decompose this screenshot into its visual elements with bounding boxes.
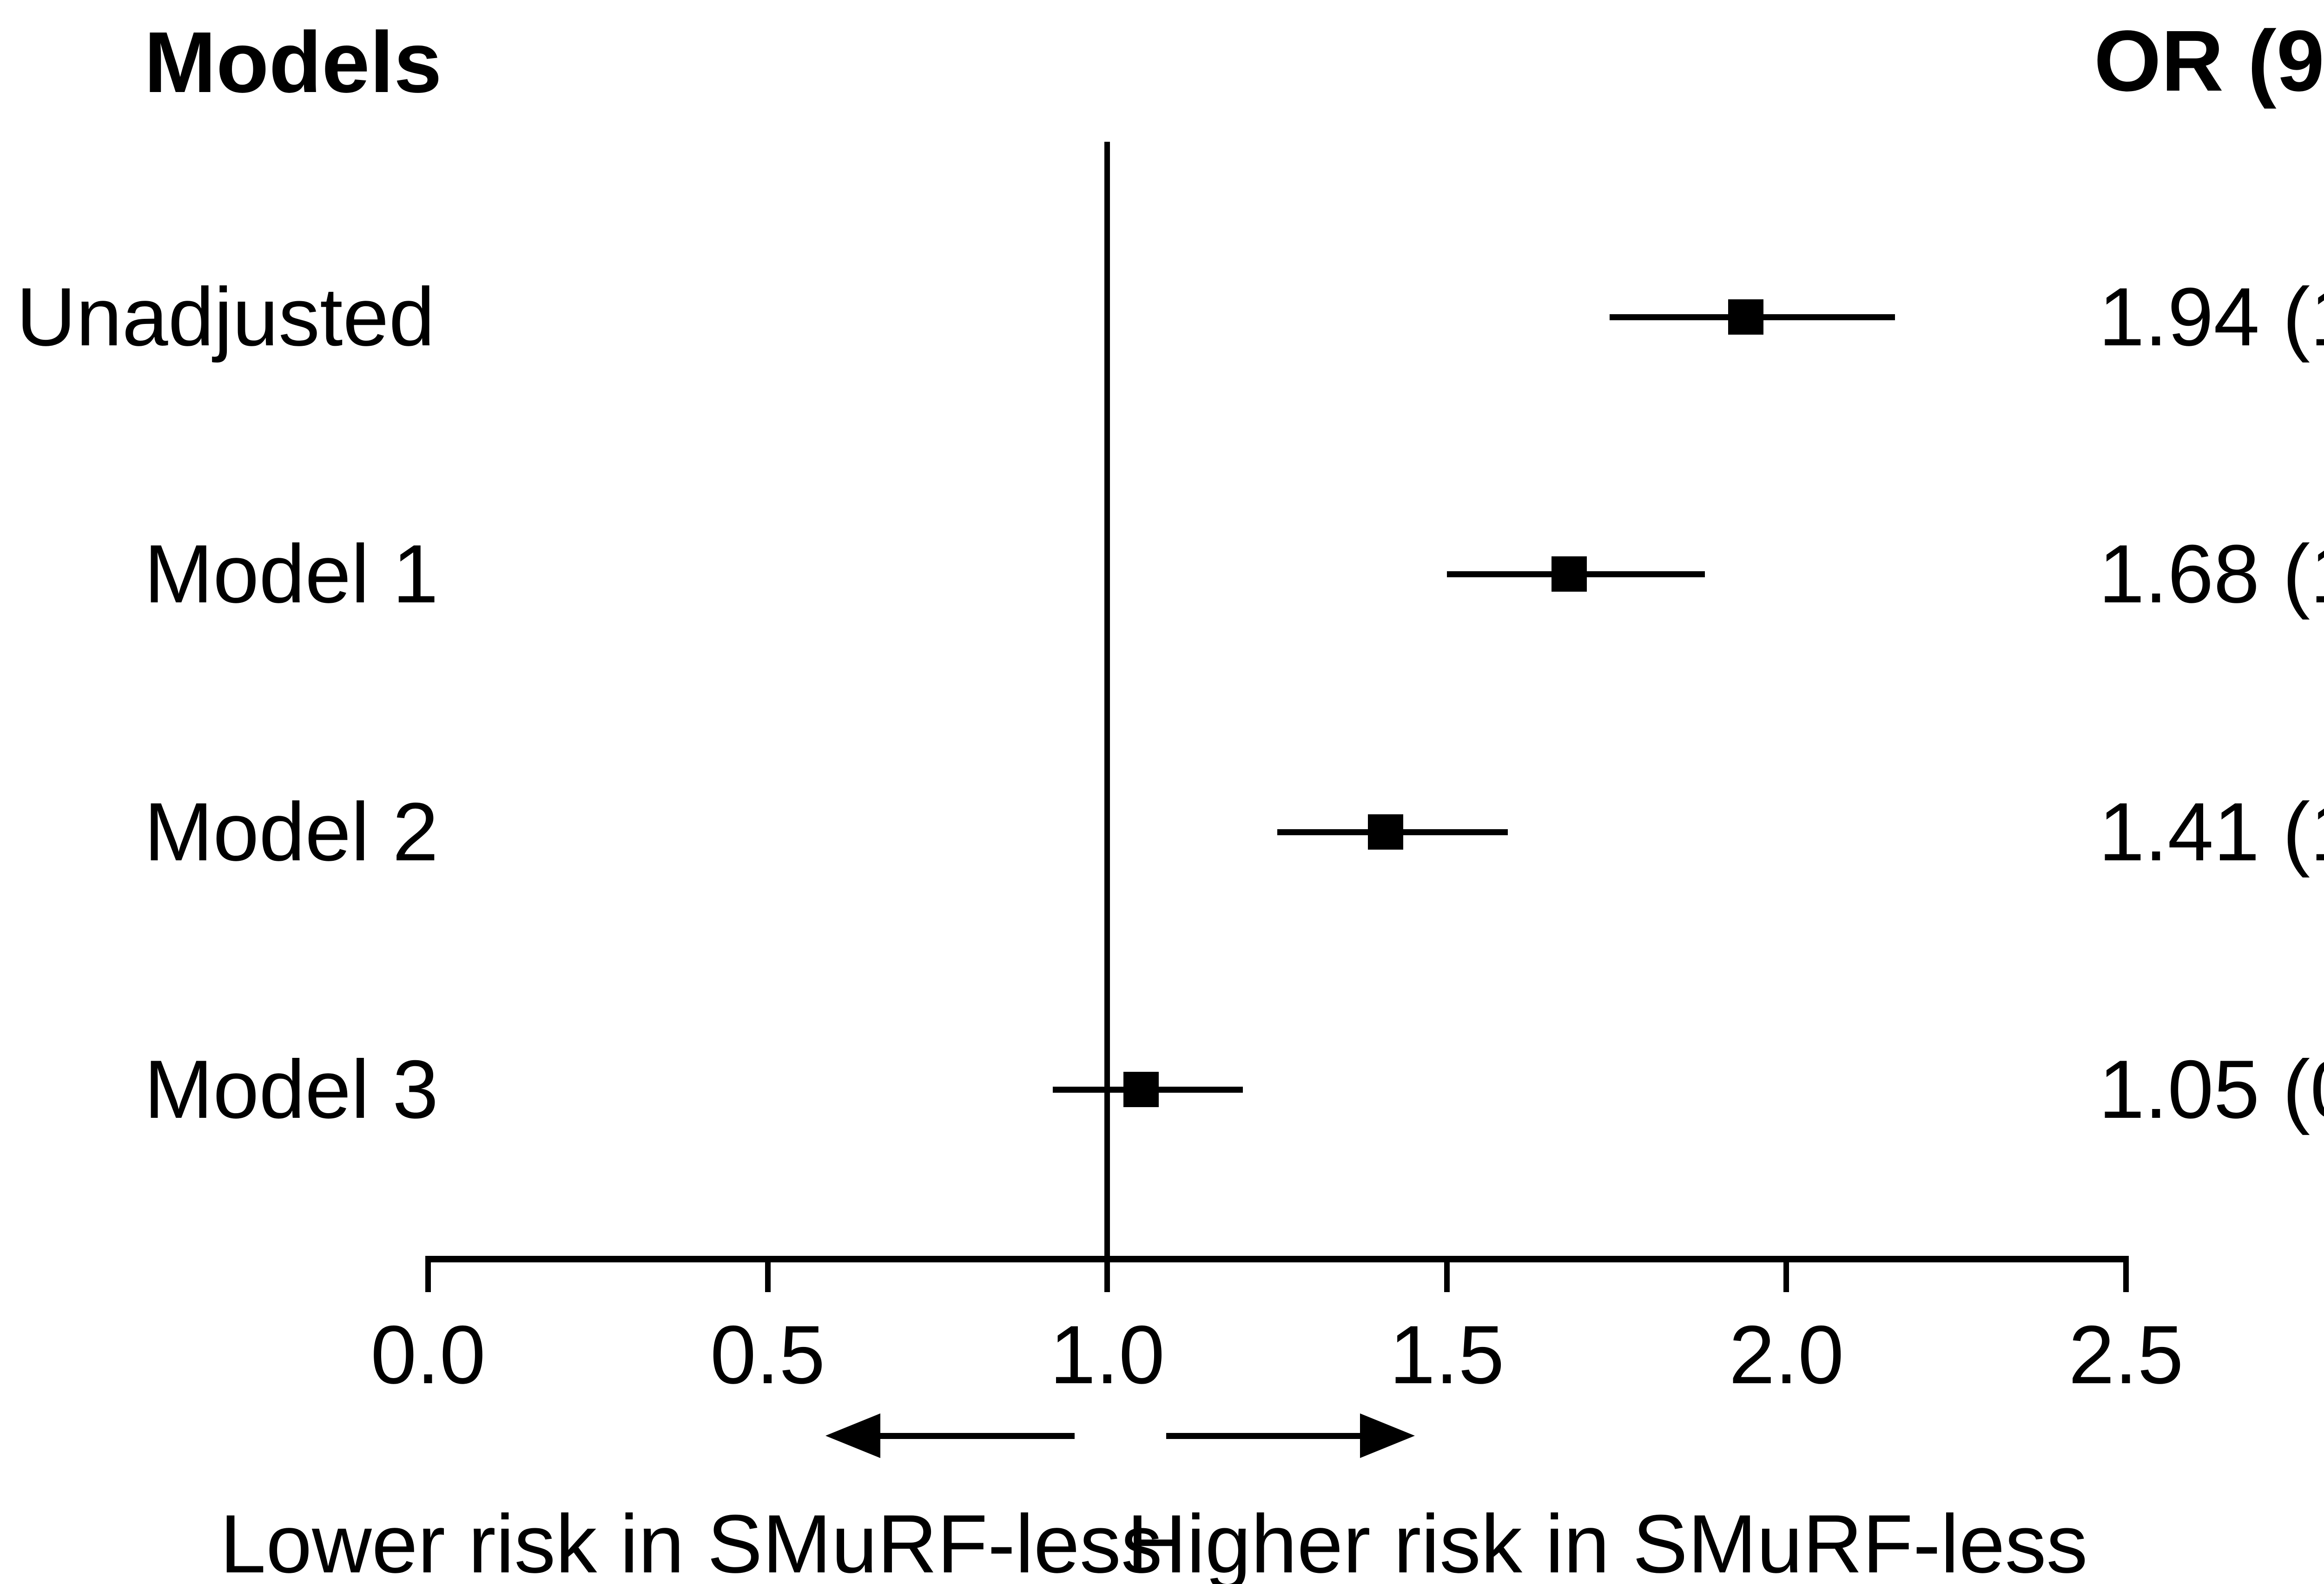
x-axis-line [425, 1256, 2129, 1262]
column-header-or-ci: OR (95%CI) [2094, 13, 2324, 109]
row-label: Unadjusted [16, 271, 435, 363]
or-point-marker [1123, 1072, 1159, 1107]
x-axis-tick [425, 1262, 431, 1292]
or-point-marker [1368, 814, 1404, 850]
x-axis-tick-label: 2.0 [1729, 1308, 1844, 1401]
or-ci-value: 1.41 (1.25-1.59) [2099, 785, 2324, 878]
row-label: Model 2 [144, 785, 439, 878]
reference-line [1104, 142, 1110, 1262]
annotation-higher-risk: Higher risk in SMuRF-less [1127, 1498, 2088, 1584]
left-arrow-shaft [880, 1432, 1075, 1439]
x-axis-tick [2123, 1262, 2129, 1292]
x-axis-tick-label: 2.5 [2068, 1308, 2184, 1401]
x-axis-tick-label: 1.5 [1389, 1308, 1505, 1401]
row-label: Model 1 [144, 528, 439, 620]
x-axis-tick-label: 0.5 [710, 1308, 825, 1401]
or-ci-value: 1.94 (1.74-2.16) [2099, 271, 2324, 363]
column-header-models: Models [144, 14, 442, 111]
or-point-marker [1728, 299, 1763, 335]
x-axis-tick-label: 1.0 [1050, 1308, 1165, 1401]
x-axis-tick-label: 0.0 [370, 1308, 486, 1401]
x-axis-tick [1783, 1262, 1789, 1292]
row-label: Model 3 [144, 1043, 439, 1135]
right-arrow-icon [1360, 1413, 1415, 1458]
annotation-lower-risk: Lower risk in SMuRF-less [220, 1498, 1162, 1584]
or-point-marker [1551, 556, 1587, 592]
or-ci-value: 1.05 (0.92-1.20) [2099, 1043, 2324, 1135]
x-axis-tick [765, 1262, 771, 1292]
x-axis-tick [1104, 1262, 1110, 1292]
left-arrow-icon [825, 1413, 880, 1458]
right-arrow-shaft [1166, 1432, 1360, 1439]
x-axis-tick [1444, 1262, 1450, 1292]
or-ci-value: 1.68 (1.50-1.88) [2099, 528, 2324, 620]
